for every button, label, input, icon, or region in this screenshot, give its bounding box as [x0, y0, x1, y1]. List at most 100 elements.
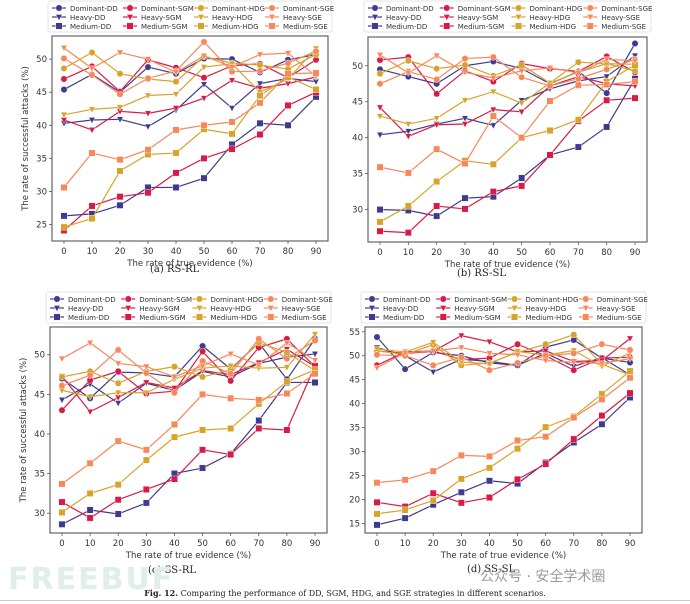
y-axis-label: The rate of successful attacks (%) [19, 358, 29, 504]
data-point [433, 90, 441, 98]
legend-item: Medium-HDG [194, 22, 259, 31]
data-point [489, 75, 497, 82]
data-point [401, 476, 409, 484]
legend-label: Medium-HDG [211, 314, 258, 322]
legend-marker [267, 295, 275, 303]
legend-item: Medium-DD [52, 22, 111, 31]
x-tick-label: 70 [573, 248, 584, 258]
x-tick-label: 70 [255, 247, 266, 257]
data-point [461, 115, 469, 123]
series-line [376, 370, 631, 515]
legend-marker [268, 22, 276, 30]
data-point [373, 479, 381, 487]
data-point [486, 494, 493, 501]
y-tick-label: 45 [36, 88, 47, 98]
data-point [514, 359, 521, 367]
legend-item: Heavy-DD [368, 14, 421, 22]
legend-item: Heavy-SGM [436, 305, 495, 313]
data-point [144, 74, 152, 82]
data-point [228, 64, 236, 72]
y-tick-label: 40 [36, 121, 47, 131]
data-point [546, 151, 554, 159]
data-point [199, 464, 206, 472]
data-point [200, 38, 208, 46]
legend-item: Medium-HDG [507, 313, 572, 322]
y-tick-label: 25 [36, 220, 47, 230]
data-point [518, 61, 526, 69]
series-dominant-sge [376, 53, 639, 90]
data-point [60, 55, 68, 62]
legend-item: Medium-SGM [121, 313, 186, 322]
y-tick-label: 45 [349, 376, 360, 386]
data-point [404, 128, 412, 136]
legend-label: Heavy-SGE [597, 305, 636, 313]
data-point [514, 445, 521, 453]
data-point [486, 464, 493, 472]
y-tick-label: 50 [34, 351, 45, 361]
legend-item: Heavy-SGM [123, 14, 181, 22]
legend-marker [582, 313, 590, 321]
data-point [60, 223, 68, 231]
legend-label: Dominant-HDG [212, 5, 265, 13]
chart-ss-rl: 30 35 40 45 50 0 10 20 30 40 50 60 70 80 90 The rate of… [19, 291, 333, 561]
legend-label: Dominant-HDG [211, 296, 264, 304]
x-tick-label: 70 [253, 539, 264, 549]
series-medium-sge [60, 69, 320, 191]
series-line [379, 55, 636, 136]
legend-marker [126, 14, 134, 21]
panel-a: 25 30 35 40 45 50 0 10 20 30 40 50 60 70 80 90 The rate … [0, 0, 345, 290]
data-point [429, 348, 437, 355]
data-point [60, 86, 68, 93]
legend-marker [53, 305, 61, 312]
y-tick-label: 40 [34, 430, 45, 440]
legend-item: Dominant-SGM [436, 295, 507, 304]
data-point [58, 520, 66, 528]
data-point [598, 395, 606, 403]
data-point [574, 58, 582, 66]
series-medium-sge [376, 78, 639, 177]
y-tick-label: 30 [349, 448, 360, 458]
data-point [256, 92, 264, 99]
series-line [61, 338, 316, 394]
x-tick-label: 30 [143, 247, 154, 257]
data-point [631, 78, 639, 85]
legend-label: Heavy-SGE [601, 14, 640, 22]
data-point [376, 132, 384, 139]
data-point [373, 364, 381, 372]
legend-item: Heavy-HDG [192, 305, 251, 313]
x-tick-label: 50 [199, 247, 210, 257]
legend-item: Medium-SGE [265, 22, 328, 31]
legend-item: Dominant-DD [50, 295, 116, 304]
data-point [461, 61, 469, 69]
y-tick-label: 45 [352, 98, 363, 108]
data-point [86, 340, 94, 347]
y-tick-label: 40 [352, 134, 363, 144]
data-point [546, 65, 554, 72]
axes-frame [51, 35, 329, 242]
legend-item: Heavy-HDG [507, 305, 566, 313]
legend-item: Dominant-SGM [121, 295, 192, 304]
legend-label: Medium-DD [383, 314, 424, 322]
data-point [574, 143, 582, 151]
data-point [489, 106, 497, 114]
series-line [61, 333, 316, 398]
chart-rs-sl: 30 35 40 45 50 0 10 20 30 40 50 60 70 80 90 The rate of… [345, 0, 652, 270]
legend-marker [439, 313, 447, 321]
data-point [200, 81, 208, 89]
x-tick-label: 60 [540, 539, 551, 549]
data-point [88, 215, 96, 222]
series-medium-sgm [58, 362, 319, 522]
data-point [172, 126, 180, 134]
data-point [228, 130, 236, 138]
data-point [228, 118, 236, 126]
data-point [626, 367, 634, 375]
data-point [433, 52, 441, 60]
series-heavy-sge [58, 340, 319, 381]
data-point [626, 389, 634, 397]
x-tick-label: 60 [225, 539, 236, 549]
series-line [63, 41, 317, 95]
data-point [518, 134, 526, 142]
